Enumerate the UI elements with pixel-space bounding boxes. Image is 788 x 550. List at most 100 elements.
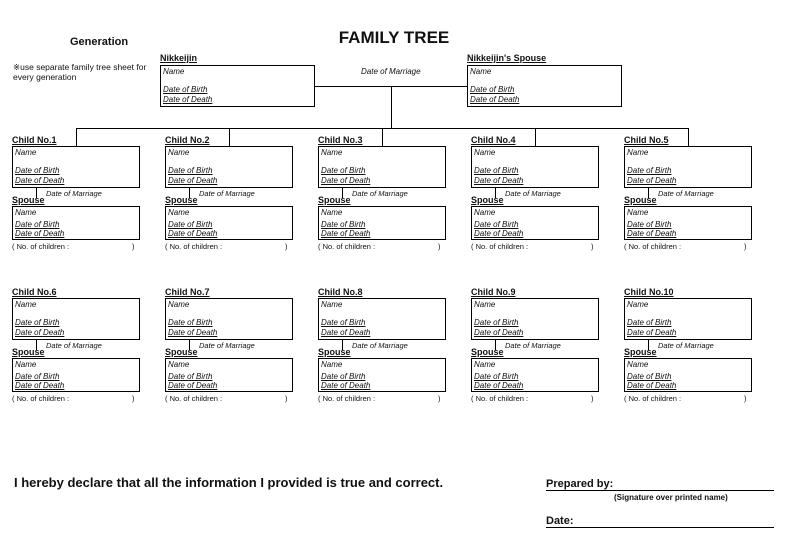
spouse-6-dod: Date of Death xyxy=(168,381,217,390)
nikkeijin-dod: Date of Death xyxy=(163,95,212,104)
nik-spouse-dod: Date of Death xyxy=(470,95,519,104)
nikkeijin-name: Name xyxy=(163,67,184,76)
noc-2: ( No. of children : xyxy=(318,242,375,251)
child-0-dom: Date of Marriage xyxy=(46,189,102,198)
child-8-dom: Date of Marriage xyxy=(505,341,561,350)
child-7-dom: Date of Marriage xyxy=(352,341,408,350)
spouse-3-dod: Date of Death xyxy=(474,229,523,238)
child-4-dom: Date of Marriage xyxy=(658,189,714,198)
noc-5: ( No. of children : xyxy=(12,394,69,403)
noc-7: ( No. of children : xyxy=(318,394,375,403)
child-5-dod: Date of Death xyxy=(15,328,64,337)
sheet-note: ※use separate family tree sheet for ever… xyxy=(13,62,153,82)
spouse-2-name: Name xyxy=(321,208,342,217)
spouse-0-name: Name xyxy=(15,208,36,217)
spouse-3-header: Spouse xyxy=(471,195,504,205)
child-1-dob: Date of Birth xyxy=(168,166,212,175)
noc-0: ( No. of children : xyxy=(12,242,69,251)
child-6-dom: Date of Marriage xyxy=(199,341,255,350)
spouse-4-header: Spouse xyxy=(624,195,657,205)
spouse-0-header: Spouse xyxy=(12,195,45,205)
child-0-name: Name xyxy=(15,148,36,157)
noc-4: ( No. of children : xyxy=(624,242,681,251)
child-8-dod: Date of Death xyxy=(474,328,523,337)
noc-9: ( No. of children : xyxy=(624,394,681,403)
spouse-5-header: Spouse xyxy=(12,347,45,357)
spouse-5-name: Name xyxy=(15,360,36,369)
spouse-1-dob: Date of Birth xyxy=(168,220,212,229)
drop-4 xyxy=(688,128,689,146)
child-9-name: Name xyxy=(627,300,648,309)
child-3-dom: Date of Marriage xyxy=(505,189,561,198)
child-5-dob: Date of Birth xyxy=(15,318,59,327)
child-3-dod: Date of Death xyxy=(474,176,523,185)
child-5-dom: Date of Marriage xyxy=(46,341,102,350)
date-line xyxy=(546,527,774,528)
child-6-name: Name xyxy=(168,300,189,309)
child-6-dod: Date of Death xyxy=(168,328,217,337)
noc-5-close: ) xyxy=(132,394,135,403)
spouse-8-name: Name xyxy=(474,360,495,369)
noc-8: ( No. of children : xyxy=(471,394,528,403)
spouse-8-dob: Date of Birth xyxy=(474,372,518,381)
spouse-7-dob: Date of Birth xyxy=(321,372,365,381)
spouse-5-dob: Date of Birth xyxy=(15,372,59,381)
drop-1 xyxy=(229,128,230,146)
spouse-3-dob: Date of Birth xyxy=(474,220,518,229)
signature-note: (Signature over printed name) xyxy=(614,493,728,502)
child-8-header: Child No.9 xyxy=(471,287,516,297)
child-7-name: Name xyxy=(321,300,342,309)
child-2-name: Name xyxy=(321,148,342,157)
child-3-dob: Date of Birth xyxy=(474,166,518,175)
child-6-header: Child No.7 xyxy=(165,287,210,297)
spouse-2-dod: Date of Death xyxy=(321,229,370,238)
drop-3 xyxy=(535,128,536,146)
child-1-dom: Date of Marriage xyxy=(199,189,255,198)
child-9-header: Child No.10 xyxy=(624,287,674,297)
child-7-dod: Date of Death xyxy=(321,328,370,337)
drop-2 xyxy=(382,128,383,146)
spouse-6-name: Name xyxy=(168,360,189,369)
spouse-6-dob: Date of Birth xyxy=(168,372,212,381)
child-3-header: Child No.4 xyxy=(471,135,516,145)
child-1-header: Child No.2 xyxy=(165,135,210,145)
child-1-dod: Date of Death xyxy=(168,176,217,185)
nik-spouse-header: Nikkeijin's Spouse xyxy=(467,53,546,63)
spouse-4-dod: Date of Death xyxy=(627,229,676,238)
child-5-header: Child No.6 xyxy=(12,287,57,297)
child-9-dom: Date of Marriage xyxy=(658,341,714,350)
spouse-9-name: Name xyxy=(627,360,648,369)
nikkeijin-header: Nikkeijin xyxy=(160,53,197,63)
spouse-1-header: Spouse xyxy=(165,195,198,205)
date-label: Date: xyxy=(546,515,574,527)
child-7-dob: Date of Birth xyxy=(321,318,365,327)
child-2-dod: Date of Death xyxy=(321,176,370,185)
nik-spouse-name: Name xyxy=(470,67,491,76)
child-8-name: Name xyxy=(474,300,495,309)
spouse-1-name: Name xyxy=(168,208,189,217)
child-4-dob: Date of Birth xyxy=(627,166,671,175)
noc-3-close: ) xyxy=(591,242,594,251)
noc-1: ( No. of children : xyxy=(165,242,222,251)
noc-7-close: ) xyxy=(438,394,441,403)
child-2-header: Child No.3 xyxy=(318,135,363,145)
noc-0-close: ) xyxy=(132,242,135,251)
child-6-dob: Date of Birth xyxy=(168,318,212,327)
prepared-by-label: Prepared by: xyxy=(546,478,613,490)
spouse-8-header: Spouse xyxy=(471,347,504,357)
spouse-9-header: Spouse xyxy=(624,347,657,357)
child-8-dob: Date of Birth xyxy=(474,318,518,327)
child-4-header: Child No.5 xyxy=(624,135,669,145)
spouse-7-name: Name xyxy=(321,360,342,369)
spouse-5-dod: Date of Death xyxy=(15,381,64,390)
child-4-dod: Date of Death xyxy=(627,176,676,185)
noc-8-close: ) xyxy=(591,394,594,403)
noc-9-close: ) xyxy=(744,394,747,403)
noc-1-close: ) xyxy=(285,242,288,251)
noc-6-close: ) xyxy=(285,394,288,403)
spouse-7-dod: Date of Death xyxy=(321,381,370,390)
spouse-6-header: Spouse xyxy=(165,347,198,357)
spouse-2-header: Spouse xyxy=(318,195,351,205)
spouse-0-dob: Date of Birth xyxy=(15,220,59,229)
declaration-text: I hereby declare that all the informatio… xyxy=(14,475,443,490)
